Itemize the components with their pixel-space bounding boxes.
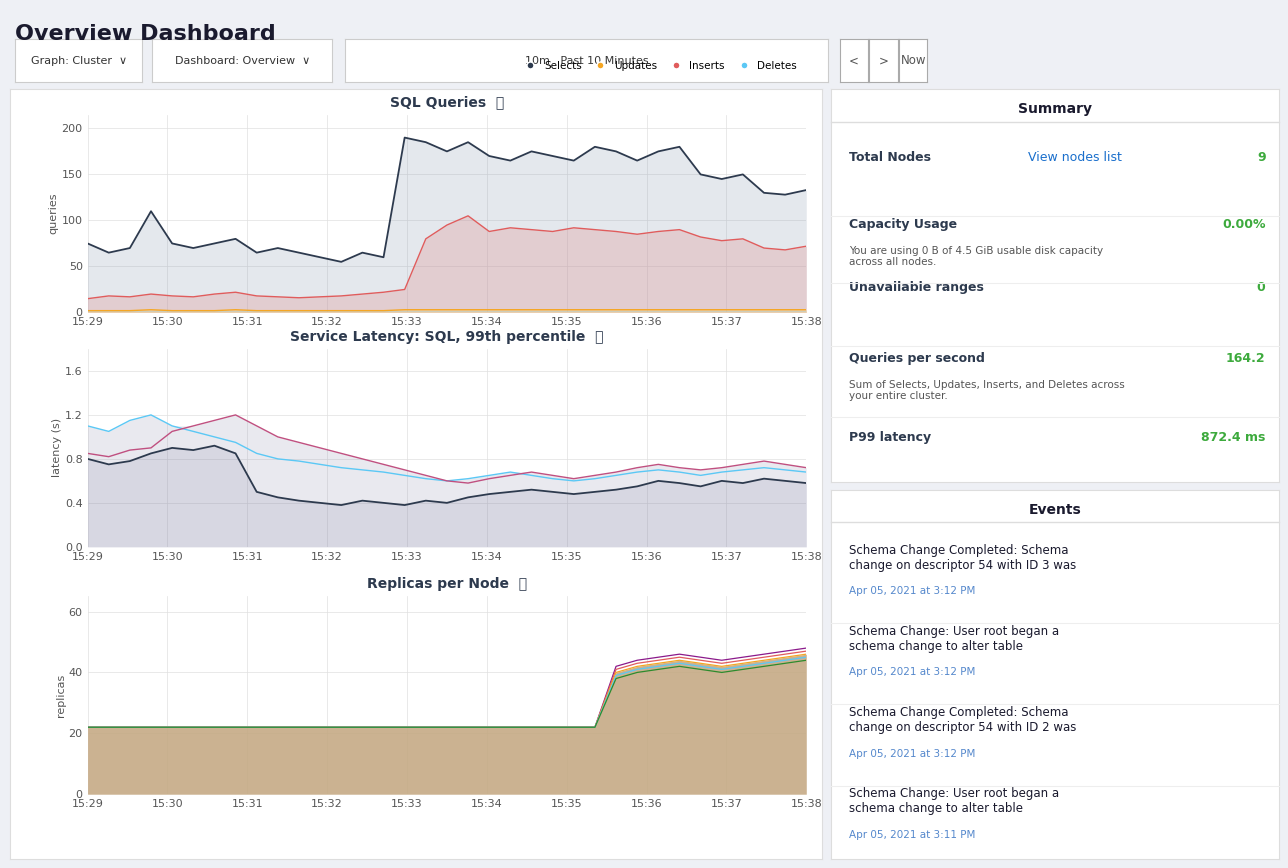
Title: Replicas per Node  ⓘ: Replicas per Node ⓘ (367, 577, 527, 591)
Text: 164.2: 164.2 (1226, 352, 1266, 365)
Text: Now: Now (900, 55, 926, 67)
Legend: Selects, Updates, Inserts, Deletes: Selects, Updates, Inserts, Deletes (515, 56, 801, 75)
Text: Dashboard: Overview  ∨: Dashboard: Overview ∨ (174, 56, 310, 66)
Text: Schema Change: User root began a
schema change to alter table: Schema Change: User root began a schema … (849, 625, 1059, 653)
Text: Capacity Usage: Capacity Usage (849, 218, 957, 231)
Y-axis label: latency (s): latency (s) (53, 418, 62, 477)
Text: Sum of Selects, Updates, Inserts, and Deletes across
your entire cluster.: Sum of Selects, Updates, Inserts, and De… (849, 379, 1124, 401)
Text: Apr 05, 2021 at 3:12 PM: Apr 05, 2021 at 3:12 PM (849, 667, 975, 678)
Text: 10m   Past 10 Minutes: 10m Past 10 Minutes (526, 56, 648, 66)
Text: 0: 0 (1257, 281, 1266, 294)
Text: 872.4 ms: 872.4 ms (1202, 431, 1266, 444)
Text: P99 latency: P99 latency (849, 431, 931, 444)
Text: Summary: Summary (1018, 102, 1092, 116)
Title: Service Latency: SQL, 99th percentile  ⓘ: Service Latency: SQL, 99th percentile ⓘ (290, 330, 604, 344)
Text: Apr 05, 2021 at 3:12 PM: Apr 05, 2021 at 3:12 PM (849, 748, 975, 759)
Title: SQL Queries  ⓘ: SQL Queries ⓘ (390, 95, 504, 109)
Text: Apr 05, 2021 at 3:12 PM: Apr 05, 2021 at 3:12 PM (849, 587, 975, 596)
Y-axis label: replicas: replicas (55, 674, 66, 717)
Text: Graph: Cluster  ∨: Graph: Cluster ∨ (31, 56, 126, 66)
Text: <: < (849, 55, 859, 67)
Text: Events: Events (1029, 503, 1081, 517)
Text: Unavailable ranges: Unavailable ranges (849, 281, 984, 294)
Text: Schema Change: User root began a
schema change to alter table: Schema Change: User root began a schema … (849, 787, 1059, 815)
Text: Apr 05, 2021 at 3:11 PM: Apr 05, 2021 at 3:11 PM (849, 830, 975, 840)
Text: Queries per second: Queries per second (849, 352, 984, 365)
Text: Schema Change Completed: Schema
change on descriptor 54 with ID 3 was: Schema Change Completed: Schema change o… (849, 544, 1075, 572)
Y-axis label: queries: queries (49, 193, 59, 234)
Text: 9: 9 (1257, 151, 1266, 164)
Text: You are using 0 B of 4.5 GiB usable disk capacity
across all nodes.: You are using 0 B of 4.5 GiB usable disk… (849, 246, 1103, 267)
Text: View nodes list: View nodes list (1028, 151, 1122, 164)
Text: >: > (878, 55, 889, 67)
Text: Schema Change Completed: Schema
change on descriptor 54 with ID 2 was: Schema Change Completed: Schema change o… (849, 707, 1075, 734)
Text: 0.00%: 0.00% (1222, 218, 1266, 231)
Text: Total Nodes: Total Nodes (849, 151, 931, 164)
Text: Overview Dashboard: Overview Dashboard (15, 24, 276, 44)
